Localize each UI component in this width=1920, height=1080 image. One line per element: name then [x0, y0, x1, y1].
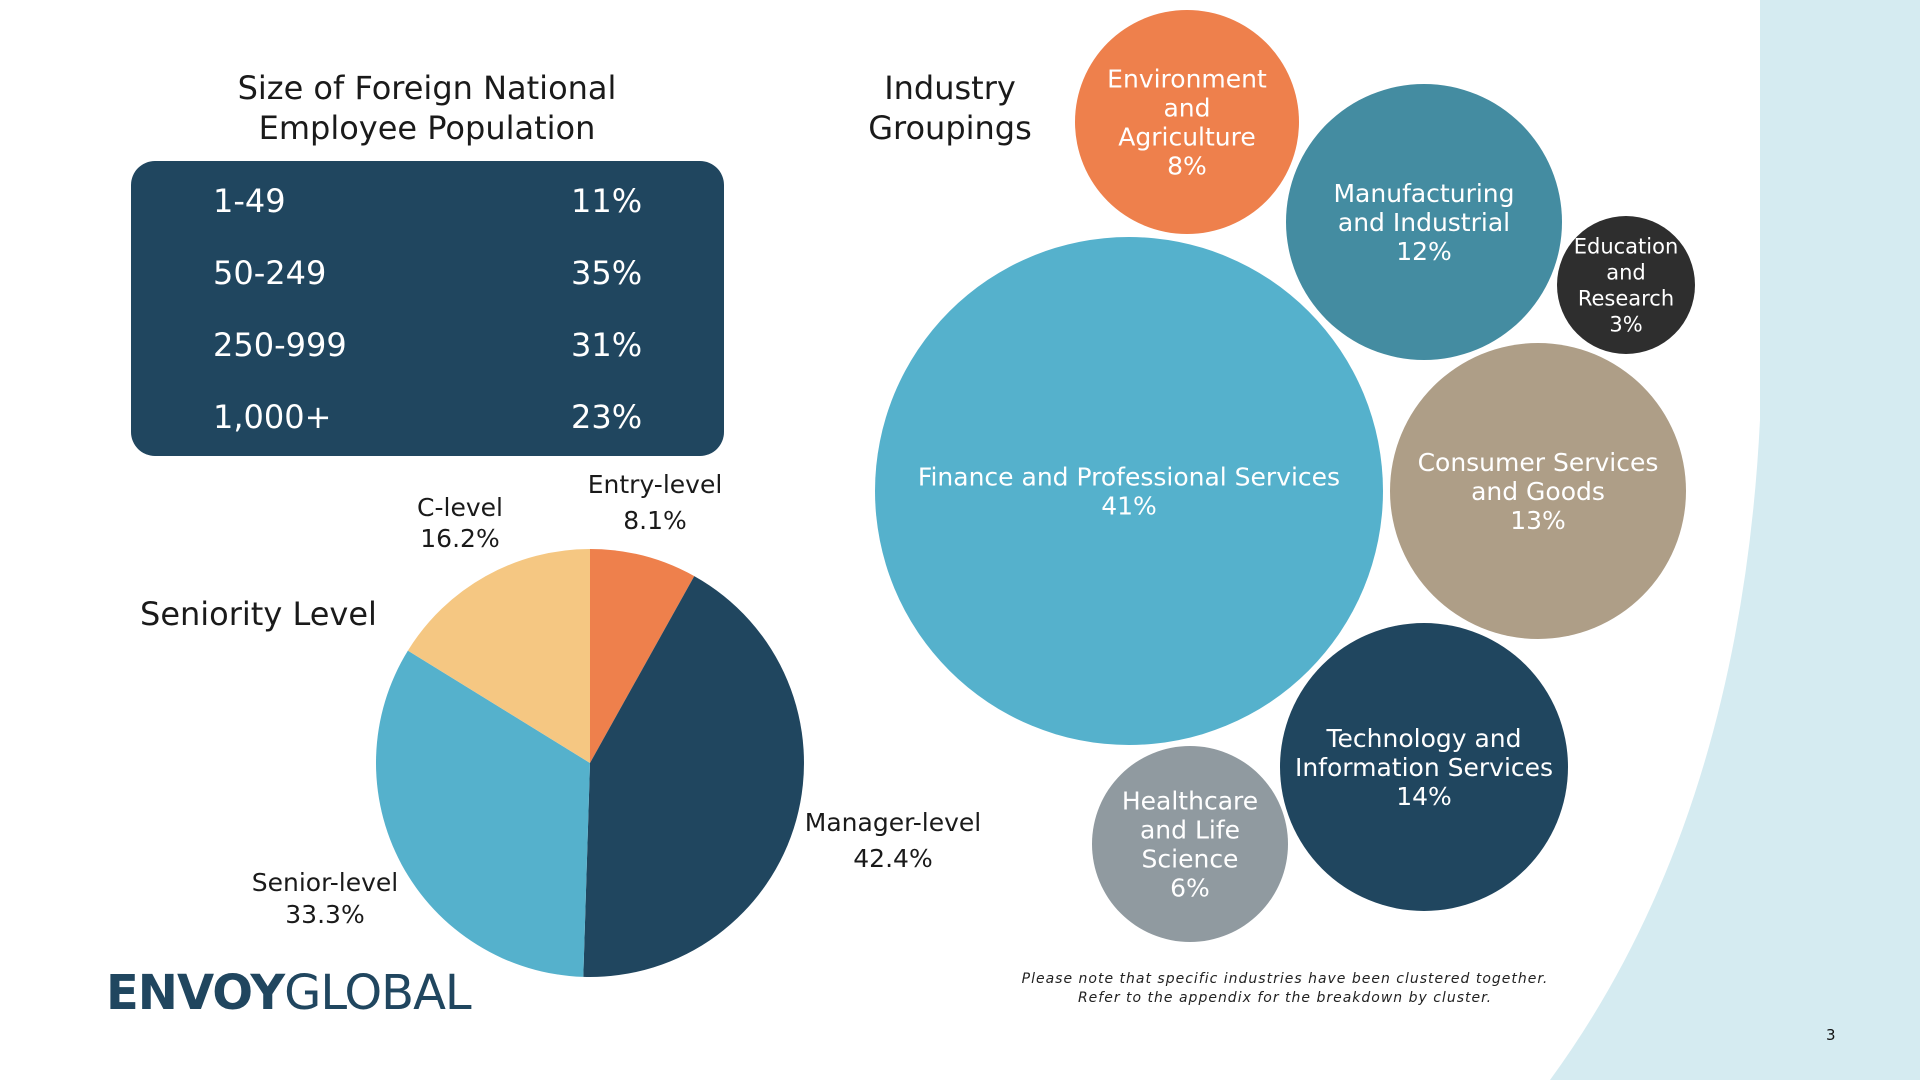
- bubble-label-healthcare-and-life-science-line: and Life: [1140, 815, 1240, 844]
- cluster-note: Please note that specific industries hav…: [960, 970, 1610, 1008]
- bubble-technology-and-information-services: [1280, 623, 1568, 911]
- logo-bold-text: ENVOY: [106, 965, 285, 1021]
- bubble-label-manufacturing-and-industrial-line: 12%: [1396, 237, 1452, 266]
- bubble-label-consumer-services-and-goods-line: Consumer Services: [1418, 448, 1659, 477]
- bubble-label-healthcare-and-life-science-line: 6%: [1170, 873, 1210, 902]
- pie-label-manager-level: Manager-level: [805, 808, 981, 837]
- population-title-line1: Size of Foreign National: [237, 69, 617, 107]
- bubble-label-finance-and-professional-services-line: 41%: [1101, 491, 1157, 520]
- bubble-label-technology-and-information-services-line: Information Services: [1295, 753, 1553, 782]
- bubble-healthcare-and-life-science: [1092, 746, 1288, 942]
- bubble-label-environment-and-agriculture: Environment and Agriculture 8%: [1107, 64, 1267, 180]
- population-row: 1,000+ 23%: [131, 397, 724, 437]
- population-table: 1-49 11% 50-249 35% 250-999 31% 1,000+ 2…: [131, 161, 724, 456]
- pie-value-manager-level: 42.4%: [853, 844, 932, 873]
- population-row: 250-999 31%: [131, 325, 724, 365]
- bubble-label-technology-and-information-services: Technology and Information Services 14%: [1295, 724, 1553, 811]
- bubble-label-consumer-services-and-goods: Consumer Services and Goods 13%: [1418, 448, 1659, 535]
- population-row: 50-249 35%: [131, 253, 724, 293]
- bubble-label-manufacturing-and-industrial-line: Manufacturing: [1333, 179, 1514, 208]
- bubble-label-finance-and-professional-services: Finance and Professional Services 41%: [918, 462, 1340, 520]
- bubble-label-environment-and-agriculture-line: and: [1163, 93, 1210, 122]
- bubble-finance-and-professional-services: [875, 237, 1383, 745]
- seniority-title: Seniority Level: [140, 595, 377, 633]
- note-line2: Refer to the appendix for the breakdown …: [1077, 990, 1493, 1006]
- bubble-label-consumer-services-and-goods-line: 13%: [1510, 506, 1566, 535]
- logo-light-text: GLOBAL: [284, 965, 472, 1021]
- bubble-label-technology-and-information-services-line: Technology and: [1325, 724, 1521, 753]
- bubble-consumer-services-and-goods: [1390, 343, 1686, 639]
- seniority-pie-chart: Entry-level 8.1% Manager-level 42.4% Senior-…: [252, 470, 981, 977]
- pie-slice-manager-level: [583, 576, 804, 977]
- pie-slice-senior-level: [376, 650, 590, 977]
- population-range: 50-249: [213, 254, 327, 292]
- background-accent-shape: [1550, 0, 1920, 1080]
- bubble-label-environment-and-agriculture-line: 8%: [1167, 151, 1207, 180]
- pie-label-senior-level: Senior-level: [252, 868, 398, 897]
- bubble-label-manufacturing-and-industrial: Manufacturing and Industrial 12%: [1333, 179, 1514, 266]
- population-range: 1,000+: [213, 398, 332, 436]
- population-percent: 35%: [571, 254, 643, 292]
- population-range: 250-999: [213, 326, 347, 364]
- industry-title-line1: Industry: [884, 69, 1016, 107]
- population-title-line2: Employee Population: [258, 109, 596, 147]
- bubble-label-finance-and-professional-services-line: Finance and Professional Services: [918, 462, 1340, 491]
- bubble-label-education-and-research-line: and: [1606, 260, 1646, 284]
- industry-title: Industry Groupings: [840, 68, 1060, 148]
- note-line1: Please note that specific industries hav…: [1021, 971, 1549, 987]
- bubble-label-education-and-research-line: 3%: [1609, 312, 1642, 336]
- population-title: Size of Foreign National Employee Popula…: [170, 68, 684, 148]
- bubble-label-technology-and-information-services-line: 14%: [1396, 782, 1452, 811]
- bubble-environment-and-agriculture: [1075, 10, 1299, 234]
- bubble-label-education-and-research-line: Education: [1574, 234, 1679, 258]
- population-range: 1-49: [213, 182, 286, 220]
- bubble-label-healthcare-and-life-science: Healthcare and Life Science 6%: [1122, 786, 1258, 902]
- population-percent: 31%: [571, 326, 643, 364]
- bubble-label-education-and-research: Education and Research 3%: [1574, 234, 1679, 336]
- pie-value-c-level: 16.2%: [420, 524, 499, 553]
- bubble-label-consumer-services-and-goods-line: and Goods: [1471, 477, 1605, 506]
- page-number: 3: [1826, 1026, 1836, 1044]
- industry-bubble-chart: Finance and Professional Services 41% Tech…: [875, 10, 1695, 942]
- bubble-label-healthcare-and-life-science-line: Healthcare: [1122, 786, 1258, 815]
- bubble-label-manufacturing-and-industrial-line: and Industrial: [1338, 208, 1510, 237]
- envoy-global-logo: ENVOYGLOBAL: [106, 965, 472, 1021]
- industry-title-line2: Groupings: [868, 109, 1032, 147]
- bubble-label-environment-and-agriculture-line: Environment: [1107, 64, 1267, 93]
- bubble-education-and-research: [1557, 216, 1695, 354]
- bubble-manufacturing-and-industrial: [1286, 84, 1562, 360]
- pie-slice-entry-level: [590, 549, 695, 763]
- bubble-label-healthcare-and-life-science-line: Science: [1142, 844, 1239, 873]
- pie-label-entry-level: Entry-level: [588, 470, 723, 499]
- population-row: 1-49 11%: [131, 181, 724, 221]
- pie-slice-c-level: [407, 549, 590, 763]
- bubble-label-environment-and-agriculture-line: Agriculture: [1118, 122, 1256, 151]
- pie-label-c-level: C-level: [417, 493, 503, 522]
- population-percent: 23%: [571, 398, 643, 436]
- population-percent: 11%: [571, 182, 643, 220]
- pie-value-senior-level: 33.3%: [285, 900, 364, 929]
- bubble-label-education-and-research-line: Research: [1578, 286, 1674, 310]
- pie-value-entry-level: 8.1%: [623, 506, 687, 535]
